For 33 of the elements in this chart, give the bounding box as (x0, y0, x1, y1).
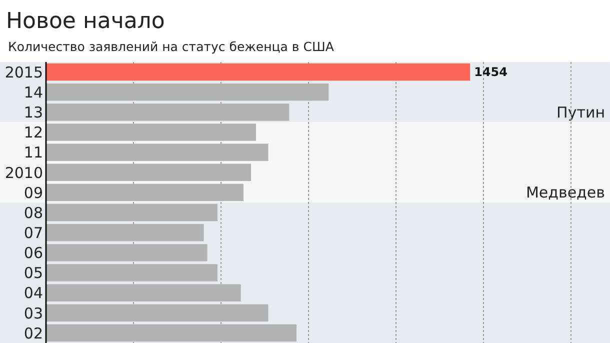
bar (46, 304, 268, 322)
bar (46, 204, 218, 222)
y-tick-label: 05 (24, 264, 43, 282)
y-tick-label: 11 (24, 144, 43, 162)
bar (46, 184, 244, 202)
band-label: Путин (556, 103, 605, 122)
bar (46, 224, 204, 242)
y-tick-label: 2015 (4, 63, 43, 82)
y-tick-label: 03 (24, 304, 43, 322)
y-tick-label: 14 (24, 84, 43, 102)
y-tick-label: 04 (24, 284, 43, 302)
y-tick-label: 07 (24, 224, 43, 242)
y-tick-label: 06 (24, 244, 43, 262)
y-tick-label: 12 (24, 124, 43, 142)
bar (46, 83, 329, 101)
y-tick-label: 08 (24, 204, 43, 222)
bar (46, 124, 256, 141)
bar (46, 63, 470, 81)
chart-subtitle: Количество заявлений на статус беженца в США (8, 39, 334, 54)
y-tick-label: 2010 (4, 164, 43, 182)
y-tick-label: 02 (24, 324, 43, 342)
band-label: Медведев (526, 184, 605, 202)
bar (46, 104, 290, 121)
y-tick-label: 09 (24, 184, 43, 202)
bar (46, 164, 252, 182)
bar (46, 264, 218, 282)
y-tick-label: 13 (24, 104, 43, 122)
data-label: 1454 (474, 65, 508, 80)
chart-title: Новое начало (6, 9, 165, 34)
bar (46, 144, 268, 161)
bar (46, 244, 208, 262)
bar (46, 324, 297, 342)
bar (46, 284, 241, 302)
